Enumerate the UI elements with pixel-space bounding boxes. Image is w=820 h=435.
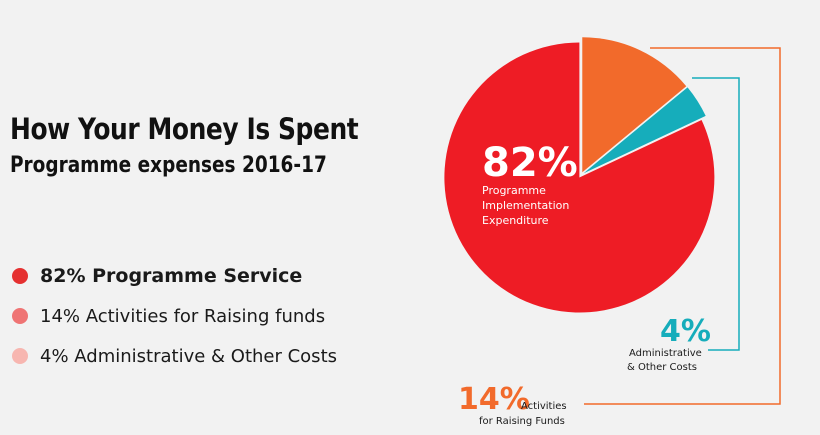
legend: 82% Programme Service 14% Activities for… — [12, 256, 337, 376]
callout-label-line: Activities — [521, 401, 567, 412]
callout-label-line: for Raising Funds — [479, 416, 565, 427]
callout-value-raising-funds: 14% — [458, 382, 530, 417]
pie-slice-administrative-other-costs — [583, 87, 706, 174]
legend-dot-icon — [12, 308, 28, 324]
legend-item-administrative: 4% Administrative & Other Costs — [12, 336, 337, 376]
pie-slice-activities-for-raising-funds — [582, 37, 687, 173]
slice-label-line: Expenditure — [482, 214, 549, 227]
legend-item-raising-funds: 14% Activities for Raising funds — [12, 296, 337, 336]
slice-label-line: Programme — [482, 184, 546, 197]
callout-value-administrative: 4% — [660, 314, 711, 349]
callout-label-line: & Other Costs — [627, 362, 697, 373]
chart-subtitle: Programme expenses 2016-17 — [10, 153, 327, 178]
legend-dot-icon — [12, 348, 28, 364]
legend-label: 82% Programme Service — [40, 265, 303, 287]
chart-title: How Your Money Is Spent — [10, 112, 359, 146]
slice-label-line: Implementation — [482, 199, 569, 212]
legend-label: 4% Administrative & Other Costs — [40, 345, 337, 367]
legend-item-programme-service: 82% Programme Service — [12, 256, 337, 296]
legend-dot-icon — [12, 268, 28, 284]
leader-line-raising-funds — [584, 47, 781, 405]
leader-line-administrative — [692, 77, 740, 351]
callout-label-line: Administrative — [629, 348, 702, 359]
pie-slice-programme-implementation-expenditure — [444, 42, 715, 313]
pie-slices — [444, 37, 715, 313]
legend-label: 14% Activities for Raising funds — [40, 305, 326, 327]
slice-value-label-programme: 82% — [482, 140, 578, 186]
